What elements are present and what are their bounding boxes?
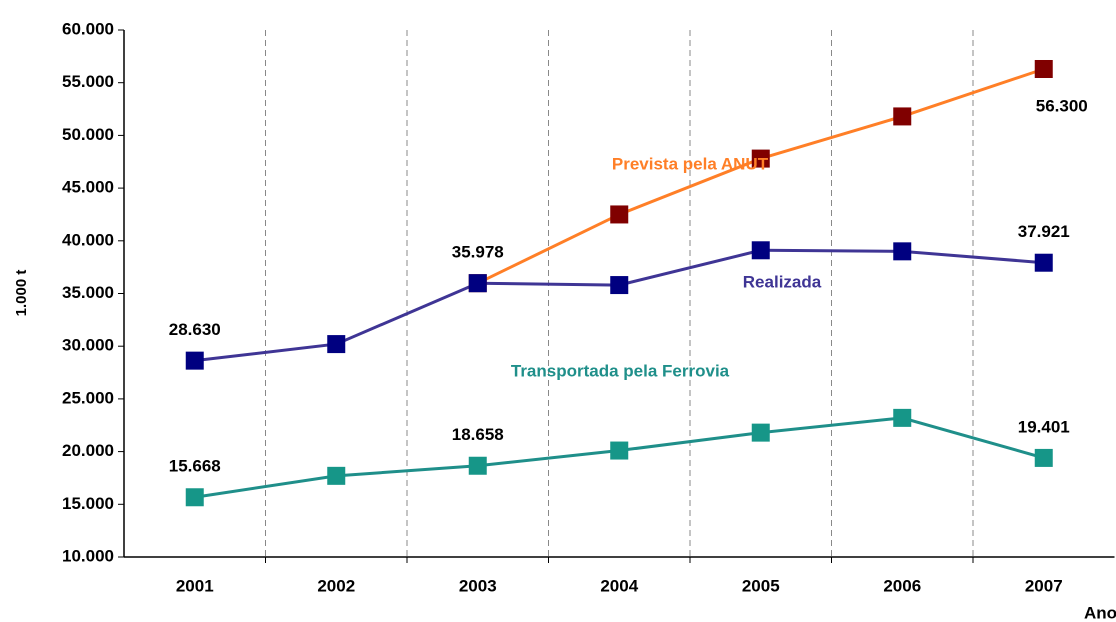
series-name: Realizada (743, 272, 822, 291)
data-label: 37.921 (1018, 222, 1070, 241)
data-point (751, 423, 770, 442)
data-point (610, 205, 629, 224)
data-point (610, 441, 629, 460)
y-tick-label: 30.000 (62, 336, 114, 355)
data-label: 56.300 (1036, 96, 1088, 115)
data-point (893, 107, 912, 126)
y-axis-label: 1.000 t (13, 270, 30, 317)
y-tick-label: 50.000 (62, 125, 114, 144)
x-tick-label: 2003 (459, 576, 497, 595)
series-line (194, 248, 1044, 363)
data-point (610, 276, 629, 295)
y-tick-label: 60.000 (62, 19, 114, 38)
y-tick-label: 45.000 (62, 178, 114, 197)
x-tick-label: 2001 (176, 576, 214, 595)
data-point (185, 351, 204, 370)
y-tick-label: 15.000 (62, 494, 114, 513)
y-tick-label: 25.000 (62, 388, 114, 407)
data-point (893, 408, 912, 427)
series-name: Prevista pela ANUT (612, 154, 769, 173)
series-name: Transportada pela Ferrovia (511, 361, 730, 380)
data-point (1034, 448, 1053, 467)
data-point (751, 149, 770, 168)
data-label: 15.668 (169, 457, 221, 476)
data-point (1034, 59, 1053, 78)
data-point (185, 488, 204, 507)
y-tick-label: 55.000 (62, 72, 114, 91)
y-tick-label: 20.000 (62, 441, 114, 460)
x-axis-label: Ano (1084, 603, 1116, 622)
x-tick-label: 2007 (1025, 576, 1063, 595)
data-point (327, 466, 346, 485)
y-tick-label: 10.000 (62, 546, 114, 565)
data-label: 18.658 (452, 425, 504, 444)
y-tick-label: 40.000 (62, 230, 114, 249)
x-tick-label: 2006 (883, 576, 921, 595)
data-point (1034, 253, 1053, 272)
data-point (468, 456, 487, 475)
y-tick-label: 35.000 (62, 283, 114, 302)
x-tick-label: 2002 (317, 576, 355, 595)
data-label: 28.630 (169, 320, 221, 339)
x-tick-label: 2005 (742, 576, 780, 595)
data-point (751, 241, 770, 260)
data-label: 19.401 (1018, 417, 1070, 436)
data-point (893, 242, 912, 261)
x-tick-label: 2004 (600, 576, 638, 595)
data-point (468, 274, 487, 293)
data-label: 35.978 (452, 243, 504, 262)
data-point (327, 335, 346, 354)
